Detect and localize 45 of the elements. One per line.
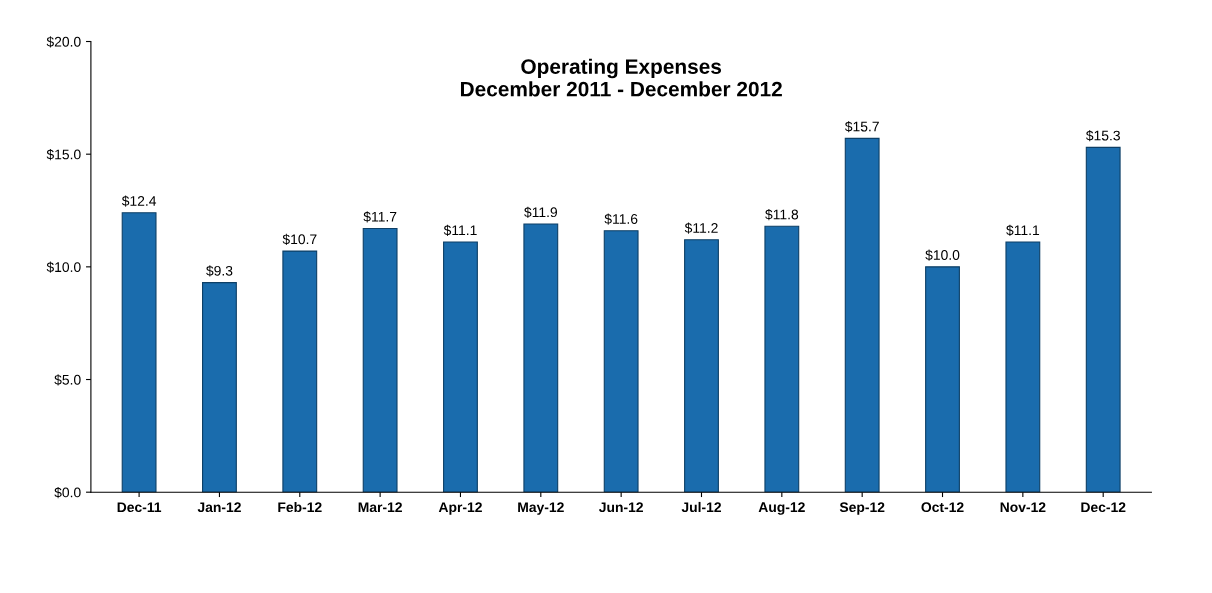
data-label: $12.4 — [121, 195, 157, 207]
bar — [202, 282, 237, 493]
data-label: $11.6 — [604, 213, 638, 225]
y-tick-label: $10.0 — [46, 261, 81, 273]
x-tick-label: Aug-12 — [758, 502, 805, 515]
x-tick-label: Dec-12 — [1081, 502, 1126, 513]
bar — [1085, 146, 1121, 493]
bar — [925, 266, 960, 493]
bar — [523, 223, 559, 493]
x-tick-label: Jun-12 — [598, 502, 643, 513]
y-tick-label: $5.0 — [54, 374, 81, 386]
x-tick-label: Feb-12 — [278, 501, 322, 513]
data-label: $11.8 — [765, 208, 799, 221]
data-label: $10.7 — [282, 233, 317, 245]
bar — [764, 225, 800, 493]
data-label: $10.0 — [925, 249, 960, 261]
bar — [1005, 241, 1041, 493]
data-label: $15.3 — [1085, 130, 1120, 142]
x-tick-label: Apr-12 — [438, 502, 482, 515]
data-label: $9.3 — [206, 265, 233, 277]
y-tick-label: $15.0 — [46, 148, 81, 161]
x-tick-label: Dec-11 — [117, 502, 162, 513]
bar — [603, 230, 639, 493]
bar — [282, 250, 318, 493]
x-tick-label: Mar-12 — [358, 502, 402, 513]
x-tick-label: Jul-12 — [681, 501, 722, 513]
y-tick-label: $0.0 — [54, 486, 81, 499]
x-tick-label: May-12 — [518, 502, 564, 515]
data-label: $11.1 — [443, 224, 477, 236]
data-label: $15.7 — [844, 121, 879, 133]
bar — [443, 241, 478, 493]
x-tick-label: Oct-12 — [921, 502, 964, 513]
y-tick-label: $20.0 — [46, 36, 81, 48]
text: Operating Expenses December 2011 - December 2012 — [460, 58, 782, 97]
data-label: $11.2 — [684, 222, 718, 234]
x-tick-label: Nov-12 — [1000, 502, 1046, 513]
bar — [684, 239, 719, 493]
bar — [362, 227, 398, 493]
bar — [844, 137, 880, 493]
data-label: $11.9 — [524, 206, 558, 218]
x-tick-label: Jan-12 — [197, 502, 241, 513]
bar — [121, 212, 157, 493]
data-label: $11.7 — [363, 211, 397, 223]
x-tick-label: Sep-12 — [839, 502, 885, 515]
data-label: $11.1 — [1006, 224, 1040, 236]
